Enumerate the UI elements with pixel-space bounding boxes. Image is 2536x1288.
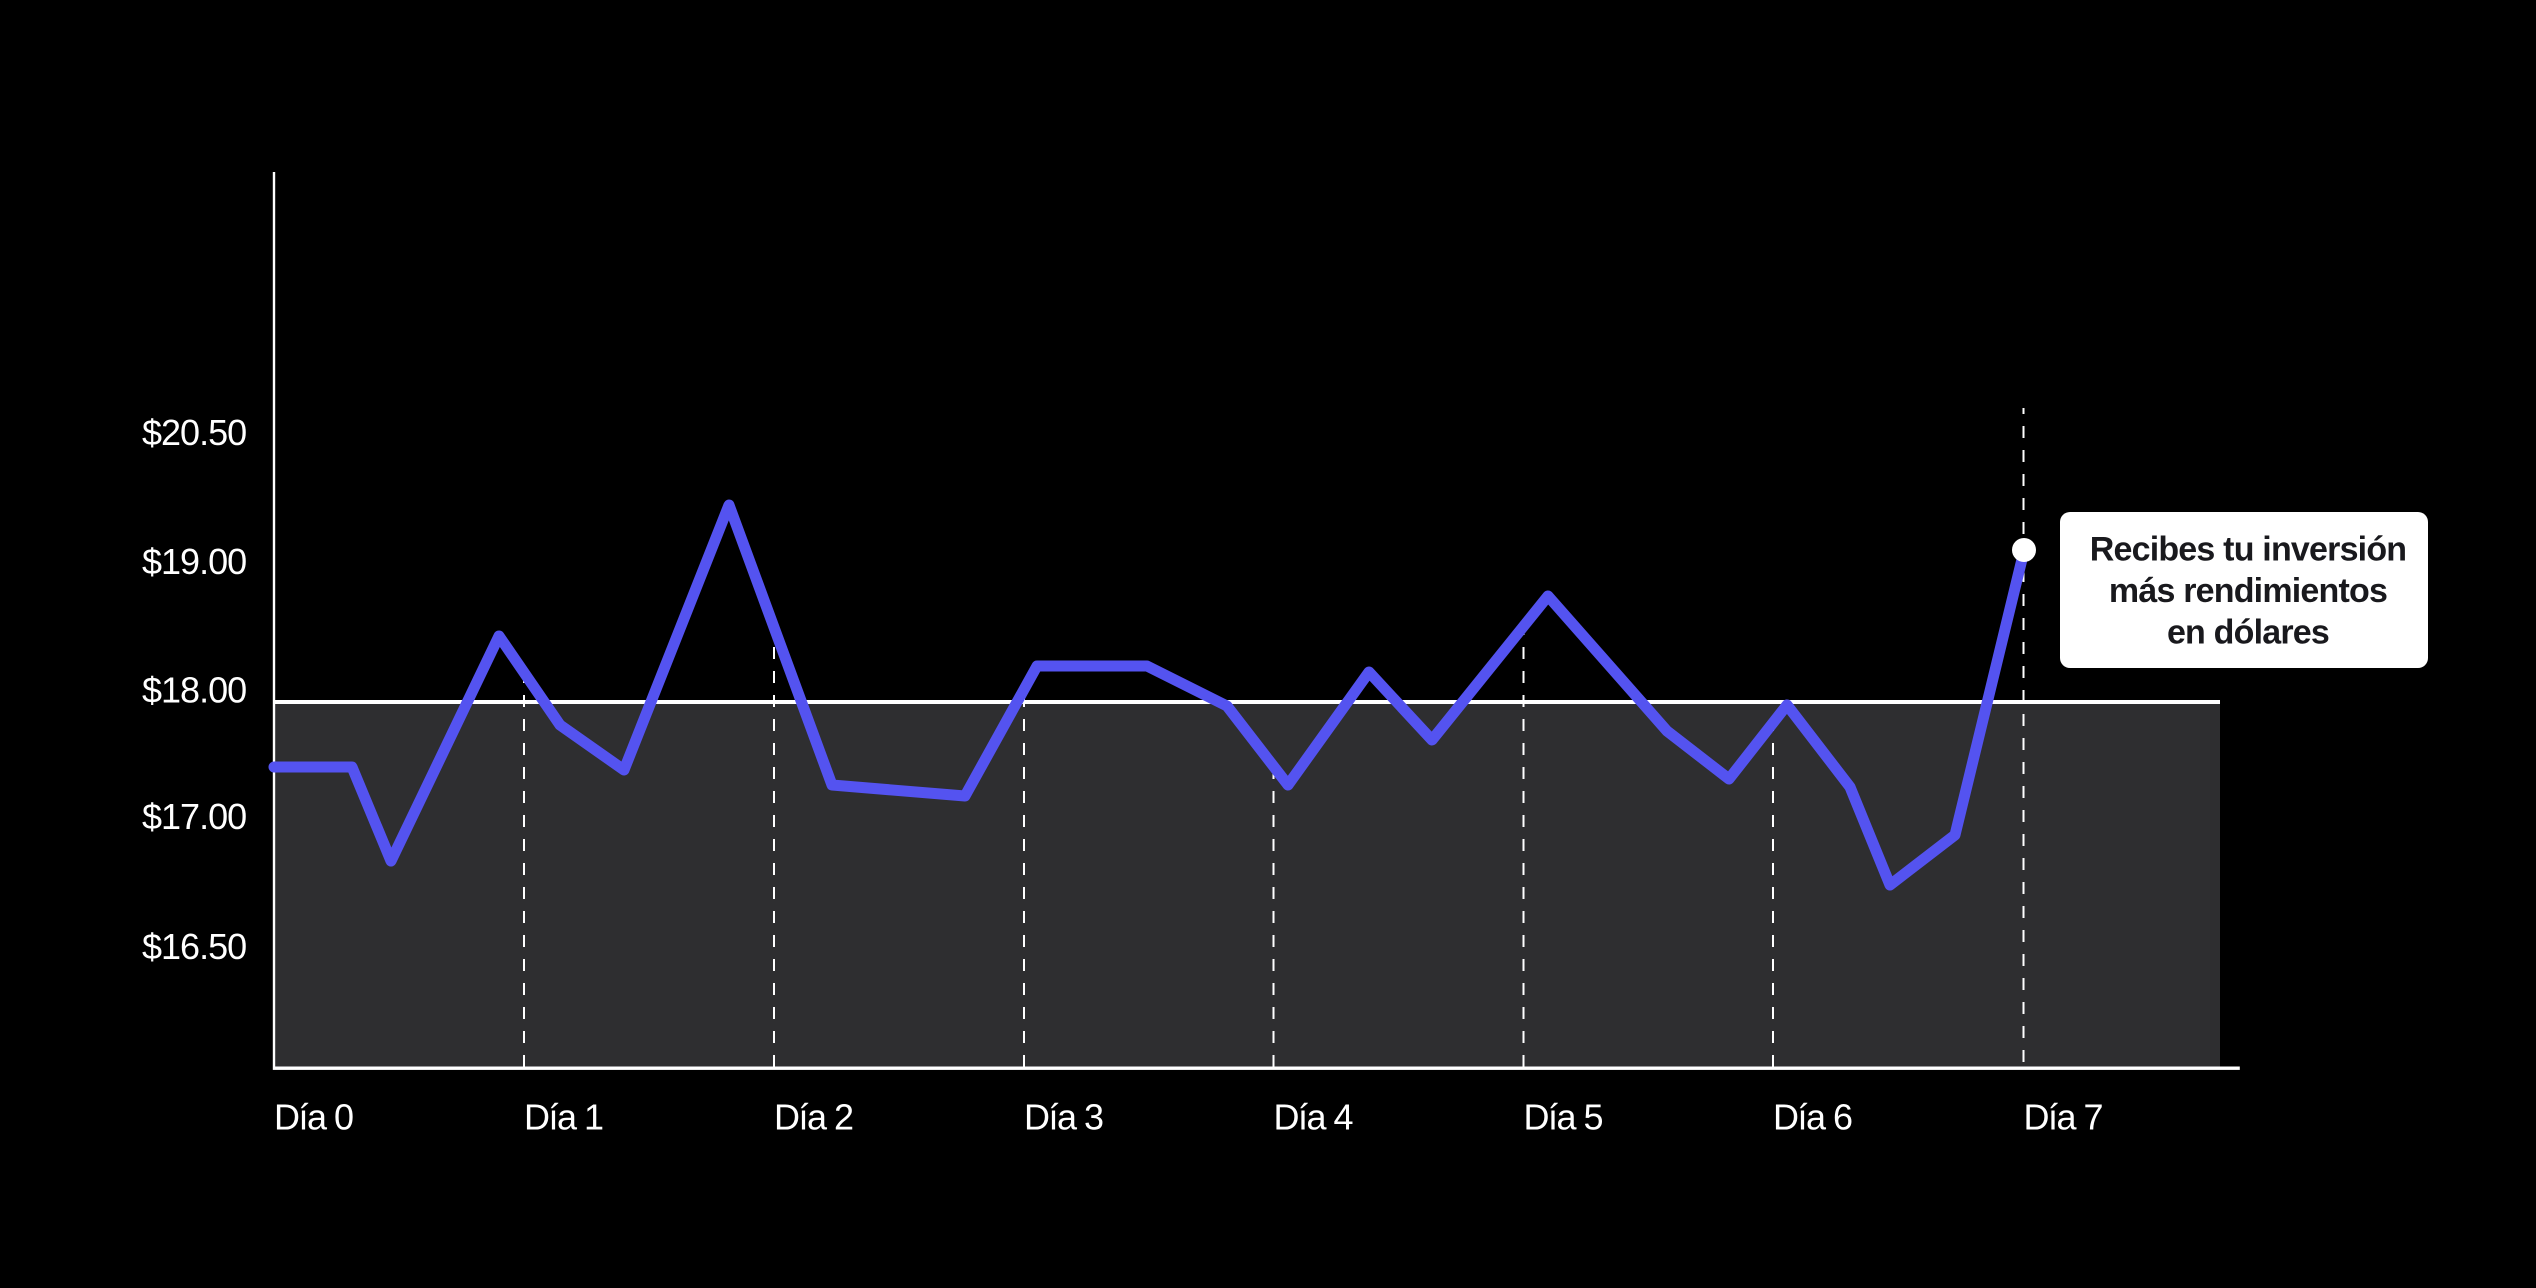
- svg-text:Recibes tu inversión: Recibes tu inversión: [2090, 531, 2407, 569]
- svg-text:$16.50: $16.50: [142, 926, 246, 967]
- svg-text:Día 4: Día 4: [1274, 1097, 1353, 1138]
- svg-text:Día 3: Día 3: [1024, 1097, 1103, 1138]
- svg-text:Día 5: Día 5: [1524, 1097, 1603, 1138]
- svg-text:$17.00: $17.00: [142, 796, 246, 837]
- svg-text:Día 0: Día 0: [274, 1097, 353, 1138]
- svg-text:$20.50: $20.50: [142, 412, 246, 453]
- svg-text:más rendimientos: más rendimientos: [2109, 572, 2387, 610]
- svg-text:Día 2: Día 2: [774, 1097, 853, 1138]
- svg-text:$19.00: $19.00: [142, 541, 246, 582]
- svg-text:Día 6: Día 6: [1773, 1097, 1852, 1138]
- svg-text:en dólares: en dólares: [2167, 614, 2329, 652]
- svg-text:Día 7: Día 7: [2024, 1097, 2103, 1138]
- svg-text:Día 1: Día 1: [524, 1097, 603, 1138]
- svg-text:$18.00: $18.00: [142, 669, 246, 710]
